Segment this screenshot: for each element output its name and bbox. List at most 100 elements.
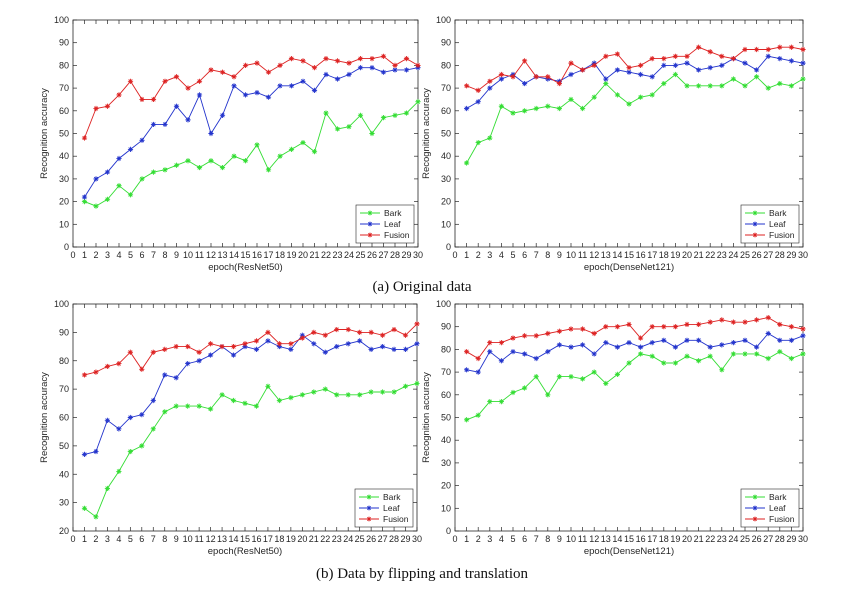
x-tick-label: 29 — [401, 534, 411, 544]
data-point-fusion — [150, 96, 157, 103]
data-point-bark — [684, 353, 690, 359]
data-point-leaf — [380, 343, 386, 350]
x-tick-label: 11 — [194, 534, 203, 544]
data-point-fusion — [277, 62, 283, 68]
y-tick-label: 30 — [441, 458, 451, 468]
data-point-leaf — [162, 372, 168, 378]
data-point-bark — [162, 167, 168, 173]
data-point-fusion — [672, 324, 678, 330]
data-point-leaf — [357, 338, 363, 344]
data-point-leaf — [719, 342, 725, 348]
x-axis-label: epoch(DenseNet121) — [584, 262, 674, 273]
x-tick-label: 27 — [378, 250, 388, 260]
data-point-leaf — [765, 330, 771, 337]
y-tick-label: 40 — [441, 435, 451, 445]
data-point-fusion — [580, 326, 586, 332]
y-tick-label: 30 — [59, 498, 69, 508]
data-point-leaf — [777, 337, 783, 343]
x-tick-label: 16 — [636, 250, 646, 260]
data-point-bark — [334, 126, 341, 132]
data-point-leaf — [288, 83, 295, 89]
data-point-bark — [357, 392, 363, 398]
x-tick-label: 1 — [82, 250, 87, 260]
data-point-leaf — [533, 355, 539, 362]
data-point-fusion — [545, 74, 551, 80]
legend-marker-fusion — [752, 232, 758, 238]
y-tick-label: 10 — [59, 219, 69, 229]
data-point-bark — [185, 403, 191, 409]
data-point-bark — [580, 376, 586, 382]
x-tick-label: 0 — [70, 250, 75, 260]
data-point-leaf — [322, 349, 328, 355]
data-point-bark — [498, 103, 504, 109]
data-point-fusion — [568, 326, 574, 332]
x-tick-label: 4 — [499, 534, 504, 544]
x-tick-label: 10 — [183, 250, 193, 260]
data-point-bark — [242, 158, 249, 164]
data-point-fusion — [311, 65, 318, 71]
data-point-bark — [288, 395, 294, 401]
x-tick-label: 6 — [522, 534, 527, 544]
data-point-fusion — [591, 330, 597, 337]
data-point-bark — [150, 169, 157, 175]
x-tick-label: 20 — [297, 534, 307, 544]
data-point-bark — [402, 383, 409, 389]
data-point-bark — [265, 383, 271, 389]
y-tick-label: 40 — [441, 151, 451, 161]
data-point-fusion — [357, 329, 363, 335]
data-point-leaf — [522, 351, 528, 357]
x-tick-label: 6 — [522, 250, 527, 260]
data-point-fusion — [346, 60, 352, 66]
x-tick-label: 8 — [545, 250, 550, 260]
caption-flipping-translation: (b) Data by flipping and translation — [316, 566, 529, 582]
data-point-leaf — [661, 337, 667, 343]
data-point-leaf — [626, 339, 632, 346]
data-point-bark — [568, 96, 574, 103]
data-point-bark — [742, 83, 748, 89]
x-tick-label: 4 — [116, 250, 121, 260]
data-point-fusion — [742, 46, 748, 53]
data-point-fusion — [196, 349, 202, 355]
data-point-leaf — [334, 76, 341, 82]
x-tick-label: 25 — [355, 250, 365, 260]
data-point-fusion — [545, 330, 551, 337]
data-point-fusion — [288, 55, 295, 62]
data-point-fusion — [487, 78, 493, 84]
data-point-bark — [219, 164, 226, 171]
x-tick-label: 18 — [659, 534, 669, 544]
data-point-leaf — [139, 412, 145, 418]
y-tick-label: 0 — [446, 526, 451, 536]
y-tick-label: 20 — [59, 197, 69, 207]
data-point-leaf — [498, 76, 504, 82]
x-tick-label: 14 — [612, 250, 622, 260]
data-point-fusion — [649, 55, 655, 62]
y-axis-label: Recognition accuracy — [421, 372, 432, 463]
x-tick-label: 27 — [378, 534, 388, 544]
data-point-fusion — [580, 67, 586, 73]
data-point-fusion — [672, 53, 678, 59]
y-tick-label: 100 — [54, 299, 69, 309]
data-point-leaf — [614, 67, 620, 73]
data-point-leaf — [173, 103, 180, 109]
data-point-leaf — [185, 117, 191, 123]
data-point-fusion — [334, 326, 340, 333]
x-tick-label: 21 — [309, 534, 319, 544]
data-point-bark — [754, 74, 760, 80]
data-point-bark — [730, 76, 736, 82]
data-point-leaf — [93, 176, 99, 182]
data-point-bark — [556, 105, 562, 112]
x-tick-label: 29 — [786, 250, 796, 260]
x-tick-label: 13 — [217, 534, 227, 544]
data-point-leaf — [522, 80, 528, 87]
data-point-fusion — [139, 366, 145, 372]
data-point-bark — [788, 355, 794, 362]
data-point-leaf — [196, 92, 203, 98]
x-tick-label: 22 — [705, 250, 715, 260]
x-tick-label: 28 — [390, 250, 400, 260]
data-point-fusion — [788, 324, 794, 330]
data-point-fusion — [253, 338, 260, 344]
data-point-fusion — [81, 135, 88, 141]
data-point-bark — [475, 139, 481, 146]
